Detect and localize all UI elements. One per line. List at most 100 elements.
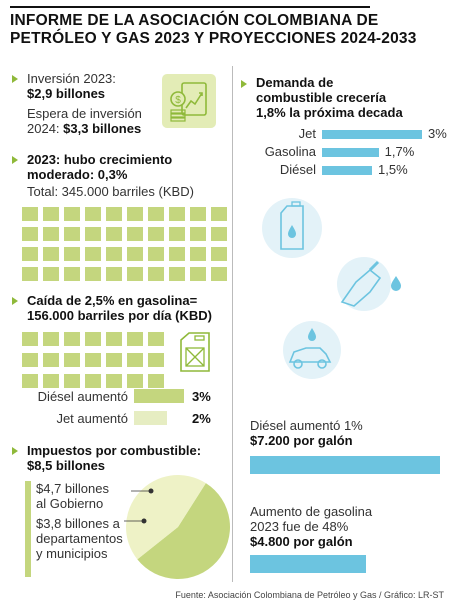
gasolina-galon-bar — [250, 555, 366, 573]
aumento-value: 3% — [192, 388, 211, 404]
aumento-row: Jet aumentó 2% — [25, 408, 225, 428]
demanda-bar — [322, 148, 379, 157]
gobierno-line2: al Gobierno — [36, 496, 104, 511]
diesel-galon-line2: $7.200 por galón — [250, 433, 353, 448]
svg-text:$: $ — [175, 95, 181, 106]
barrel-square — [190, 207, 206, 221]
barrel-square — [127, 267, 143, 281]
aumento-value: 2% — [191, 410, 211, 426]
barrel-square — [64, 332, 80, 346]
barrel-square — [64, 207, 80, 221]
gasolina-galon-line2: 2023 fue de 48% — [250, 519, 349, 534]
gasolina-block: Caída de 2,5% en gasolina= 156.000 barri… — [27, 293, 212, 323]
demanda-category-label: Diésel — [279, 162, 316, 177]
barrel-square — [22, 267, 38, 281]
produccion-line1: 2023: hubo crecimiento — [27, 152, 173, 167]
barrel-square — [169, 227, 185, 241]
pie-slice — [126, 475, 206, 560]
gasoline-barrel-grid — [22, 332, 164, 388]
gasolina-line2: 156.000 barriles por día (KBD) — [27, 308, 212, 323]
barrel-square — [148, 374, 164, 388]
barrel-square — [127, 207, 143, 221]
impuestos-pie-chart — [124, 475, 231, 579]
bullet-arrow-icon — [12, 75, 18, 83]
fuel-pump-nozzle-icon — [337, 257, 401, 311]
produccion-total: Total: 345.000 barriles (KBD) — [27, 184, 194, 199]
barrel-square — [22, 332, 38, 346]
barrel-square — [22, 247, 38, 261]
top-rule — [10, 6, 370, 8]
inversion-value: $2,9 billones — [27, 86, 106, 101]
barrel-square — [169, 207, 185, 221]
gasolina-pct: 2,5% — [84, 293, 115, 308]
demanda-category-label: Gasolina — [264, 144, 316, 159]
title-line-1: INFORME DE LA ASOCIACIÓN COLOMBIANA DE — [10, 12, 379, 29]
barrel-square — [43, 353, 59, 367]
money-growth-icon: $ — [162, 74, 216, 128]
barrel-square — [106, 332, 122, 346]
barrel-square — [64, 227, 80, 241]
demanda-bar-chart: Jet 3% Gasolina 1,7% Diésel 1,5% — [240, 126, 450, 178]
impuestos-block: Impuestos por combustible: $8,5 billones — [27, 443, 201, 473]
barrel-square — [190, 247, 206, 261]
pie-leader-dot — [141, 518, 147, 524]
barrel-square — [211, 247, 227, 261]
impuestos-gobierno-label: $4,7 billones al Gobierno — [36, 481, 109, 511]
barrel-square — [85, 227, 101, 241]
barrel-square — [106, 267, 122, 281]
barrel-square — [64, 374, 80, 388]
demanda-value-label: 1,5% — [378, 162, 408, 177]
demanda-value-label: 3% — [428, 126, 447, 141]
car-fuel-icon — [283, 321, 341, 379]
pie-leader-dot — [148, 488, 154, 494]
barrel-square — [85, 374, 101, 388]
gasolina-line1: Caída de 2,5% en gasolina= — [27, 293, 212, 308]
barrel-square — [106, 227, 122, 241]
impuestos-departamentos-label: $3,8 billones a departamentos y municipi… — [36, 516, 123, 561]
barrel-square — [190, 227, 206, 241]
demanda-category-label: Jet — [298, 126, 316, 141]
bullet-arrow-icon — [12, 447, 18, 455]
barrel-square — [64, 267, 80, 281]
jerrycan-icon — [262, 198, 322, 258]
barrel-square — [22, 227, 38, 241]
aumento-bar — [134, 389, 184, 403]
gasolina-suffix: en gasolina= — [114, 293, 198, 308]
barrel-square — [22, 374, 38, 388]
barrel-square — [43, 332, 59, 346]
pie-slice — [137, 483, 231, 579]
diesel-galon-line1: Diésel aumentó 1% — [250, 418, 363, 433]
aumentos-chart: Diésel aumentó 3% Jet aumentó 2% — [25, 386, 225, 430]
diesel-galon-bar — [250, 456, 440, 474]
impuestos-line1: Impuestos por combustible: — [27, 443, 202, 458]
barrel-square — [148, 207, 164, 221]
gasolina-prefix: Caída de — [27, 293, 85, 308]
barrel-square — [148, 353, 164, 367]
bullet-arrow-icon — [241, 80, 247, 88]
barrel-square — [148, 247, 164, 261]
impuestos-side-bar — [25, 481, 31, 577]
departamentos-line3: y municipios — [36, 546, 108, 561]
barrel-square — [85, 247, 101, 261]
demanda-line2: combustible crecería — [256, 90, 387, 105]
demanda-bar — [322, 166, 372, 175]
barrel-square — [106, 353, 122, 367]
inversion-label: Inversión 2023: — [27, 71, 116, 86]
aumento-label: Diésel aumentó — [37, 388, 128, 404]
barrel-square — [64, 353, 80, 367]
barrel-square — [85, 207, 101, 221]
barrel-square — [85, 332, 101, 346]
gasolina-galon-line1: Aumento de gasolina — [250, 504, 373, 519]
espera-prefix: 2024: — [27, 121, 64, 136]
jerrycan-icon — [180, 332, 210, 372]
barrel-square — [190, 267, 206, 281]
barrel-square — [148, 267, 164, 281]
gasolina-galon-block: Aumento de gasolina 2023 fue de 48% $4.8… — [250, 504, 372, 549]
barrel-square — [64, 247, 80, 261]
barrel-square — [106, 247, 122, 261]
column-divider — [232, 66, 233, 582]
barrel-square — [127, 247, 143, 261]
barrel-square — [106, 374, 122, 388]
page-title: INFORME DE LA ASOCIACIÓN COLOMBIANA DE P… — [10, 12, 440, 48]
barrel-square — [127, 353, 143, 367]
